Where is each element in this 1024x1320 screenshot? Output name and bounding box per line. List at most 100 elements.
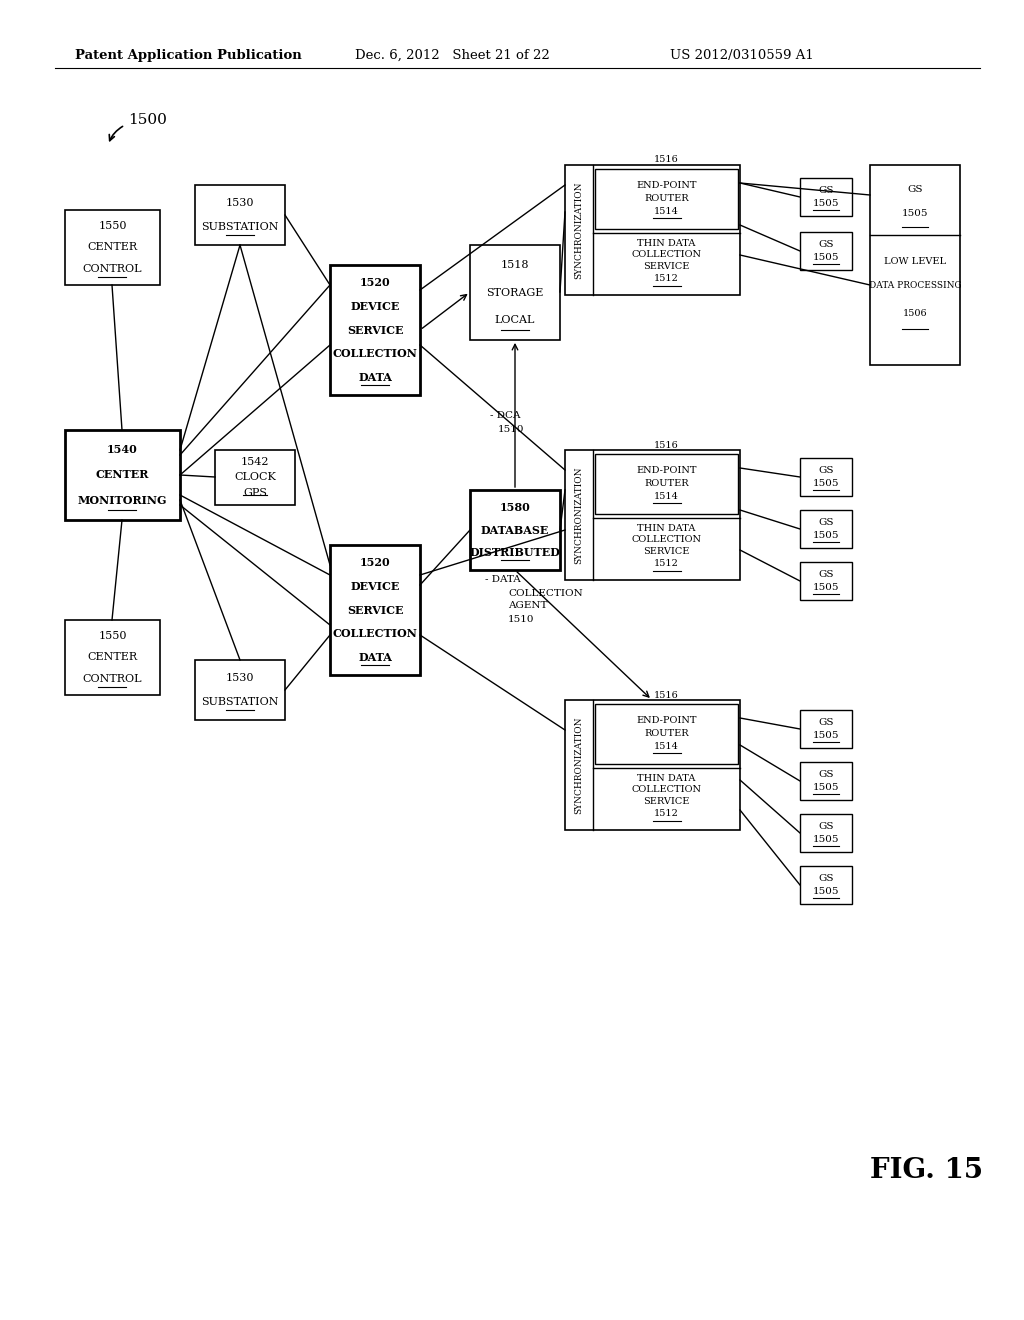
Text: 1505: 1505 (813, 479, 840, 488)
Text: GS: GS (818, 186, 834, 194)
Text: 1550: 1550 (98, 220, 127, 231)
Text: Dec. 6, 2012   Sheet 21 of 22: Dec. 6, 2012 Sheet 21 of 22 (355, 49, 550, 62)
Text: - DCA: - DCA (490, 411, 520, 420)
Bar (595, 454, 738, 513)
Text: 1506: 1506 (903, 309, 928, 318)
Text: COLLECTION: COLLECTION (632, 535, 701, 544)
Text: CENTER: CENTER (87, 652, 137, 663)
Text: CONTROL: CONTROL (83, 264, 142, 275)
Text: GS: GS (818, 517, 834, 527)
Text: SERVICE: SERVICE (643, 263, 690, 272)
Text: GS: GS (907, 185, 923, 194)
Text: SYNCHRONIZATION: SYNCHRONIZATION (574, 466, 584, 564)
Text: 1540: 1540 (108, 444, 138, 455)
Bar (870, 165, 961, 366)
Text: 1505: 1505 (813, 199, 840, 209)
Text: SERVICE: SERVICE (643, 797, 690, 807)
Text: 1505: 1505 (813, 532, 840, 540)
Bar (800, 178, 852, 216)
Text: GS: GS (818, 570, 834, 578)
Text: SYNCHRONIZATION: SYNCHRONIZATION (574, 181, 584, 279)
Bar (800, 458, 852, 496)
Text: DEVICE: DEVICE (350, 581, 399, 591)
Bar (595, 169, 738, 228)
Text: 1514: 1514 (654, 742, 679, 751)
Text: 1514: 1514 (654, 207, 679, 216)
Text: 1505: 1505 (813, 836, 840, 845)
Text: GS: GS (818, 874, 834, 883)
Text: THIN DATA: THIN DATA (637, 524, 695, 533)
Text: SUBSTATION: SUBSTATION (202, 697, 279, 708)
Text: 1530: 1530 (225, 673, 254, 682)
Text: 1505: 1505 (813, 253, 840, 263)
Bar (65, 430, 180, 520)
Text: COLLECTION: COLLECTION (333, 348, 418, 359)
Text: 1514: 1514 (654, 492, 679, 502)
Bar (215, 450, 295, 506)
Text: CENTER: CENTER (96, 470, 150, 480)
Bar (800, 814, 852, 851)
Bar (800, 562, 852, 601)
Text: US 2012/0310559 A1: US 2012/0310559 A1 (670, 49, 814, 62)
Bar (195, 660, 285, 719)
Text: 1580: 1580 (500, 502, 530, 512)
Text: ROUTER: ROUTER (644, 729, 689, 738)
Bar (330, 265, 420, 395)
Text: 1500: 1500 (128, 114, 167, 127)
Text: DATA PROCESSING: DATA PROCESSING (868, 281, 962, 289)
Text: GS: GS (818, 240, 834, 248)
Text: 1520: 1520 (359, 557, 390, 568)
Bar (470, 246, 560, 341)
Text: CENTER: CENTER (87, 243, 137, 252)
Bar (565, 450, 740, 579)
Text: LOW LEVEL: LOW LEVEL (884, 256, 946, 265)
Text: 1510: 1510 (508, 615, 535, 623)
Text: DATA: DATA (358, 652, 392, 663)
Text: FIG. 15: FIG. 15 (870, 1156, 983, 1184)
Text: 1505: 1505 (902, 209, 928, 218)
Bar (800, 762, 852, 800)
Text: 1520: 1520 (359, 277, 390, 288)
Text: 1512: 1512 (654, 809, 679, 818)
Text: COLLECTION: COLLECTION (632, 785, 701, 793)
Bar (65, 620, 160, 696)
Text: MONITORING: MONITORING (78, 495, 167, 506)
Text: 1505: 1505 (813, 731, 840, 741)
Text: 1542: 1542 (241, 457, 269, 467)
Bar (565, 165, 740, 294)
Text: 1512: 1512 (654, 275, 679, 284)
Text: AGENT: AGENT (508, 602, 548, 610)
Text: 1530: 1530 (225, 198, 254, 209)
Text: - DATA: - DATA (485, 576, 521, 585)
Bar (800, 710, 852, 748)
Text: GS: GS (818, 821, 834, 830)
Text: SERVICE: SERVICE (643, 548, 690, 557)
Text: CLOCK: CLOCK (234, 473, 275, 483)
Bar (800, 510, 852, 548)
Text: ROUTER: ROUTER (644, 479, 689, 488)
Bar (800, 232, 852, 271)
Bar (800, 866, 852, 904)
Text: ROUTER: ROUTER (644, 194, 689, 203)
Text: 1505: 1505 (813, 583, 840, 593)
Text: Patent Application Publication: Patent Application Publication (75, 49, 302, 62)
Text: SUBSTATION: SUBSTATION (202, 222, 279, 232)
Text: GS: GS (818, 718, 834, 726)
Text: 1505: 1505 (813, 887, 840, 896)
Text: DEVICE: DEVICE (350, 301, 399, 312)
Text: 1516: 1516 (654, 441, 679, 450)
Text: DISTRIBUTED: DISTRIBUTED (470, 548, 560, 558)
Text: 1550: 1550 (98, 631, 127, 642)
Text: STORAGE: STORAGE (486, 288, 544, 297)
Text: DATABASE: DATABASE (481, 524, 549, 536)
Text: CONTROL: CONTROL (83, 675, 142, 684)
Text: THIN DATA: THIN DATA (637, 775, 695, 783)
Text: 1510: 1510 (498, 425, 524, 433)
Bar (470, 490, 560, 570)
Text: END-POINT: END-POINT (636, 717, 696, 725)
Text: 1518: 1518 (501, 260, 529, 271)
Text: GS: GS (818, 466, 834, 475)
Text: 1516: 1516 (654, 690, 679, 700)
Text: DATA: DATA (358, 372, 392, 383)
Bar (565, 700, 740, 830)
